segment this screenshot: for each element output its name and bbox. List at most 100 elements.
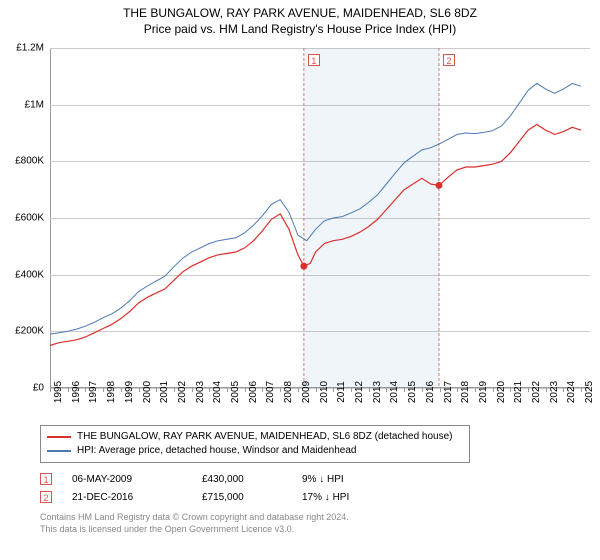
xtick-label: 1996 (71, 381, 82, 403)
xtick-label: 2022 (531, 381, 542, 403)
xtick (280, 388, 281, 392)
xtick (192, 388, 193, 392)
xtick (50, 388, 51, 392)
xtick-label: 2016 (425, 381, 436, 403)
xtick (493, 388, 494, 392)
title-block: THE BUNGALOW, RAY PARK AVENUE, MAIDENHEA… (0, 0, 600, 36)
xtick (440, 388, 441, 392)
marker-box-2: 2 (443, 54, 455, 66)
xtick-label: 2004 (212, 381, 223, 403)
xtick-label: 2009 (301, 381, 312, 403)
xtick (510, 388, 511, 392)
xtick-label: 2006 (248, 381, 259, 403)
xtick (563, 388, 564, 392)
xtick (351, 388, 352, 392)
xtick (121, 388, 122, 392)
xtick-label: 2020 (496, 381, 507, 403)
xtick (139, 388, 140, 392)
title-line-2: Price paid vs. HM Land Registry's House … (0, 22, 600, 36)
legend-swatch-1 (47, 436, 71, 438)
xtick-label: 2000 (142, 381, 153, 403)
sale-marker-1: 1 (40, 473, 52, 485)
xtick (581, 388, 582, 392)
ytick-label: £1M (0, 99, 44, 110)
sale-price-1: £430,000 (202, 474, 282, 485)
xtick-label: 2007 (265, 381, 276, 403)
attribution: Contains HM Land Registry data © Crown c… (40, 511, 570, 535)
chart-area: £0£200K£400K£600K£800K£1M£1.2M 199519961… (50, 48, 590, 388)
xtick-label: 2021 (513, 381, 524, 403)
xtick-label: 2011 (336, 381, 347, 403)
sales-row-2: 2 21-DEC-2016 £715,000 17% ↓ HPI (40, 491, 570, 503)
xtick (475, 388, 476, 392)
series-hpi (50, 83, 581, 334)
marker-dot (435, 182, 442, 189)
xtick (156, 388, 157, 392)
xtick-label: 2025 (584, 381, 595, 403)
sale-marker-2: 2 (40, 491, 52, 503)
xtick-label: 2005 (230, 381, 241, 403)
ytick-label: £400K (0, 269, 44, 280)
xtick-label: 2024 (566, 381, 577, 403)
xtick (68, 388, 69, 392)
xtick-label: 2018 (460, 381, 471, 403)
legend-box: THE BUNGALOW, RAY PARK AVENUE, MAIDENHEA… (40, 425, 470, 463)
xtick (333, 388, 334, 392)
legend-label-2: HPI: Average price, detached house, Wind… (77, 444, 356, 458)
footer-block: THE BUNGALOW, RAY PARK AVENUE, MAIDENHEA… (40, 425, 570, 535)
attribution-line-1: Contains HM Land Registry data © Crown c… (40, 511, 570, 523)
xtick (457, 388, 458, 392)
series-lines (50, 48, 590, 388)
xtick-label: 2008 (283, 381, 294, 403)
chart-container: THE BUNGALOW, RAY PARK AVENUE, MAIDENHEA… (0, 0, 600, 560)
xtick-label: 1995 (53, 381, 64, 403)
ytick-label: £200K (0, 326, 44, 337)
xtick (245, 388, 246, 392)
xtick (85, 388, 86, 392)
xtick-label: 2017 (443, 381, 454, 403)
xtick-label: 2001 (159, 381, 170, 403)
xtick (404, 388, 405, 392)
series-property (50, 125, 581, 346)
xtick-label: 2019 (478, 381, 489, 403)
xtick-label: 2023 (549, 381, 560, 403)
marker-box-1: 1 (308, 54, 320, 66)
attribution-line-2: This data is licensed under the Open Gov… (40, 523, 570, 535)
legend-row-1: THE BUNGALOW, RAY PARK AVENUE, MAIDENHEA… (47, 430, 463, 444)
xtick (546, 388, 547, 392)
xtick (174, 388, 175, 392)
xtick-label: 2015 (407, 381, 418, 403)
xtick (369, 388, 370, 392)
xtick (422, 388, 423, 392)
xtick-label: 1998 (106, 381, 117, 403)
legend-label-1: THE BUNGALOW, RAY PARK AVENUE, MAIDENHEA… (77, 430, 453, 444)
xtick-label: 2002 (177, 381, 188, 403)
xtick (298, 388, 299, 392)
sales-table: 1 06-MAY-2009 £430,000 9% ↓ HPI 2 21-DEC… (40, 473, 570, 503)
xtick-label: 2003 (195, 381, 206, 403)
xtick (103, 388, 104, 392)
sales-row-1: 1 06-MAY-2009 £430,000 9% ↓ HPI (40, 473, 570, 485)
xtick-label: 2013 (372, 381, 383, 403)
sale-pct-1: 9% ↓ HPI (302, 474, 402, 485)
xtick-label: 2010 (319, 381, 330, 403)
sale-pct-2: 17% ↓ HPI (302, 492, 402, 503)
xtick-label: 1997 (88, 381, 99, 403)
xtick (528, 388, 529, 392)
sale-price-2: £715,000 (202, 492, 282, 503)
legend-swatch-2 (47, 450, 71, 452)
ytick-label: £800K (0, 156, 44, 167)
xtick (262, 388, 263, 392)
xtick-label: 2012 (354, 381, 365, 403)
title-line-1: THE BUNGALOW, RAY PARK AVENUE, MAIDENHEA… (0, 6, 600, 20)
sale-date-2: 21-DEC-2016 (72, 492, 182, 503)
marker-dot (300, 263, 307, 270)
xtick (386, 388, 387, 392)
xtick-label: 1999 (124, 381, 135, 403)
sale-date-1: 06-MAY-2009 (72, 474, 182, 485)
ytick-label: £1.2M (0, 43, 44, 54)
xtick-label: 2014 (389, 381, 400, 403)
ytick-label: £600K (0, 213, 44, 224)
legend-row-2: HPI: Average price, detached house, Wind… (47, 444, 463, 458)
xtick (209, 388, 210, 392)
